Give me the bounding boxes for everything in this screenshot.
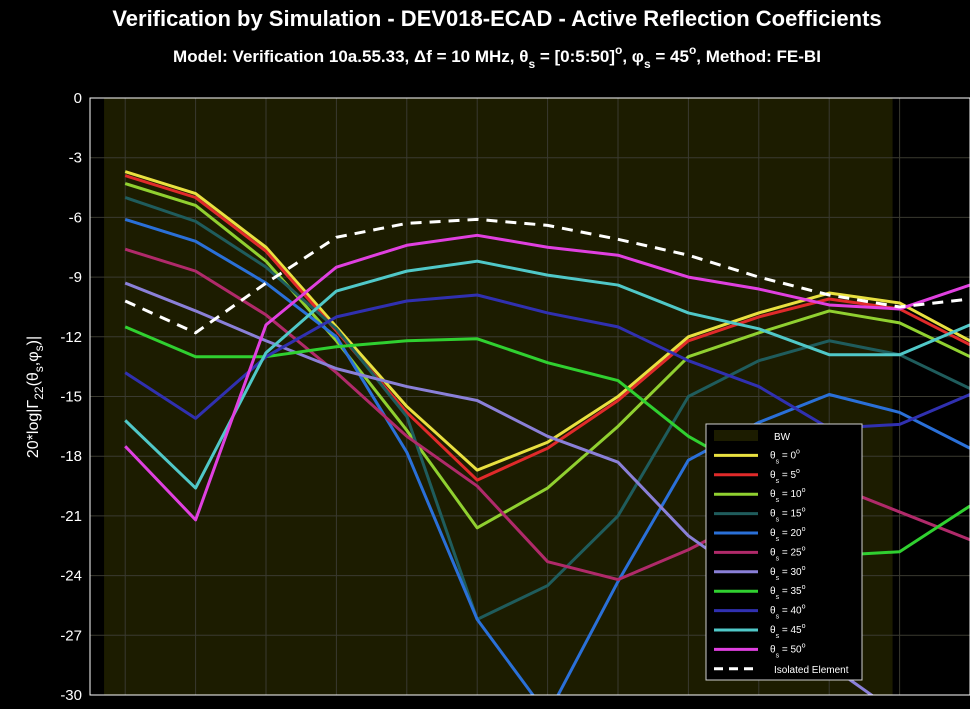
y-tick-label: -24 (60, 568, 82, 585)
legend-label-bw: BW (774, 432, 791, 443)
chart-subtitle: Model: Verification 10a.55.33, Δf = 10 M… (173, 43, 821, 71)
legend-label-theta-5: θs = 5o (770, 468, 800, 485)
plot-frame (89, 97, 970, 696)
y-tick-label: -9 (69, 269, 82, 286)
y-tick-label: -30 (60, 687, 82, 704)
series-line-isolated-element (124, 217, 970, 335)
y-tick-label: -12 (60, 329, 82, 346)
legend-label-theta-45: θs = 45o (770, 623, 806, 640)
legend-label-theta-25: θs = 25o (770, 545, 806, 562)
y-axis: 0 -3 -6 -9 -12 -15 -18 -21 -24 -27 -30 (60, 90, 82, 704)
y-tick-label: -6 (69, 209, 82, 226)
series-line-theta-0 (124, 170, 970, 472)
legend-label-isolated-element: Isolated Element (774, 665, 849, 676)
legend-label-theta-10: θs = 10o (770, 487, 806, 504)
chart-title: Verification by Simulation - DEV018-ECAD… (112, 6, 881, 31)
y-axis-label: 20*log|Γ22(θs,φs)| (25, 336, 46, 458)
y-tick-label: -21 (60, 508, 82, 525)
legend-label-theta-35: θs = 35o (770, 584, 806, 601)
legend-swatch-bw (714, 430, 758, 441)
series-line-theta-50 (124, 233, 970, 522)
legend-label-theta-40: θs = 40o (770, 604, 806, 621)
y-tick-label: -18 (60, 448, 82, 465)
legend-label-theta-20: θs = 20o (770, 526, 806, 543)
y-tick-label: -3 (69, 150, 82, 167)
legend: BW θs = 0o θs = 5o θs = 10o θs = 15o θs = 20o… (705, 423, 863, 681)
series-line-theta-10 (124, 182, 970, 530)
legend-label-theta-15: θs = 15o (770, 507, 806, 524)
series-line-theta-5 (124, 174, 970, 482)
series-line-theta-15 (124, 196, 970, 621)
legend-label-theta-50: θs = 50o (770, 642, 806, 659)
legend-label-theta-0: θs = 0o (770, 448, 800, 465)
y-tick-label: 0 (74, 90, 82, 107)
series-line-theta-20 (124, 217, 970, 695)
y-tick-label: -27 (60, 627, 82, 644)
series-line-theta-45 (124, 259, 970, 490)
legend-label-theta-30: θs = 30o (770, 565, 806, 582)
y-tick-label: -15 (60, 389, 82, 406)
